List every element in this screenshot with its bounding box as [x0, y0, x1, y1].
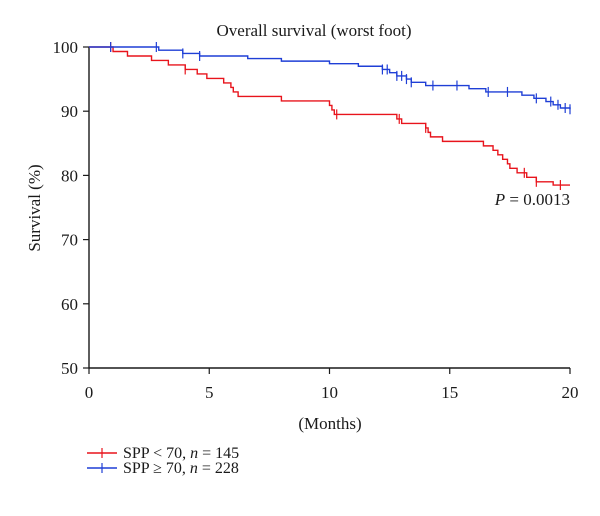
legend-label-part: SPP < 70,: [123, 445, 190, 462]
y-tick-label: 60: [61, 295, 78, 314]
y-tick-label: 80: [61, 166, 78, 185]
x-tick-label: 10: [321, 383, 338, 402]
legend-label-part: n: [190, 460, 198, 477]
legend-label-part: SPP ≥ 70,: [123, 460, 190, 477]
legend-label-part: n: [190, 445, 198, 462]
y-axis-label: Survival (%): [25, 164, 44, 251]
y-tick-label: 100: [53, 38, 79, 57]
x-axis-label: (Months): [298, 414, 361, 433]
series-layer: [89, 42, 571, 191]
y-tick-label: 70: [61, 231, 78, 250]
series-curve-2: [89, 46, 571, 110]
x-tick-label: 15: [441, 383, 458, 402]
series-curve-1: [89, 46, 570, 186]
legend-label: SPP ≥ 70, n = 228: [123, 460, 239, 477]
y-tick-label: 90: [61, 102, 78, 121]
x-tick-label: 0: [85, 383, 94, 402]
p-value-annotation: P = 0.0013: [494, 190, 570, 209]
y-ticks: 50 60 70 80 90 100: [53, 38, 89, 378]
chart-title: Overall survival (worst foot): [217, 21, 412, 40]
x-tick-label: 5: [205, 383, 214, 402]
x-tick-label: 20: [562, 383, 579, 402]
legend-label-part: = 228: [198, 460, 239, 477]
p-symbol: P: [494, 190, 505, 209]
legend-label-part: = 145: [198, 445, 239, 462]
p-value: = 0.0013: [505, 190, 570, 209]
legend-label: SPP < 70, n = 145: [123, 445, 239, 462]
y-tick-label: 50: [61, 359, 78, 378]
x-ticks: 0 5 10 15 20: [85, 368, 579, 402]
